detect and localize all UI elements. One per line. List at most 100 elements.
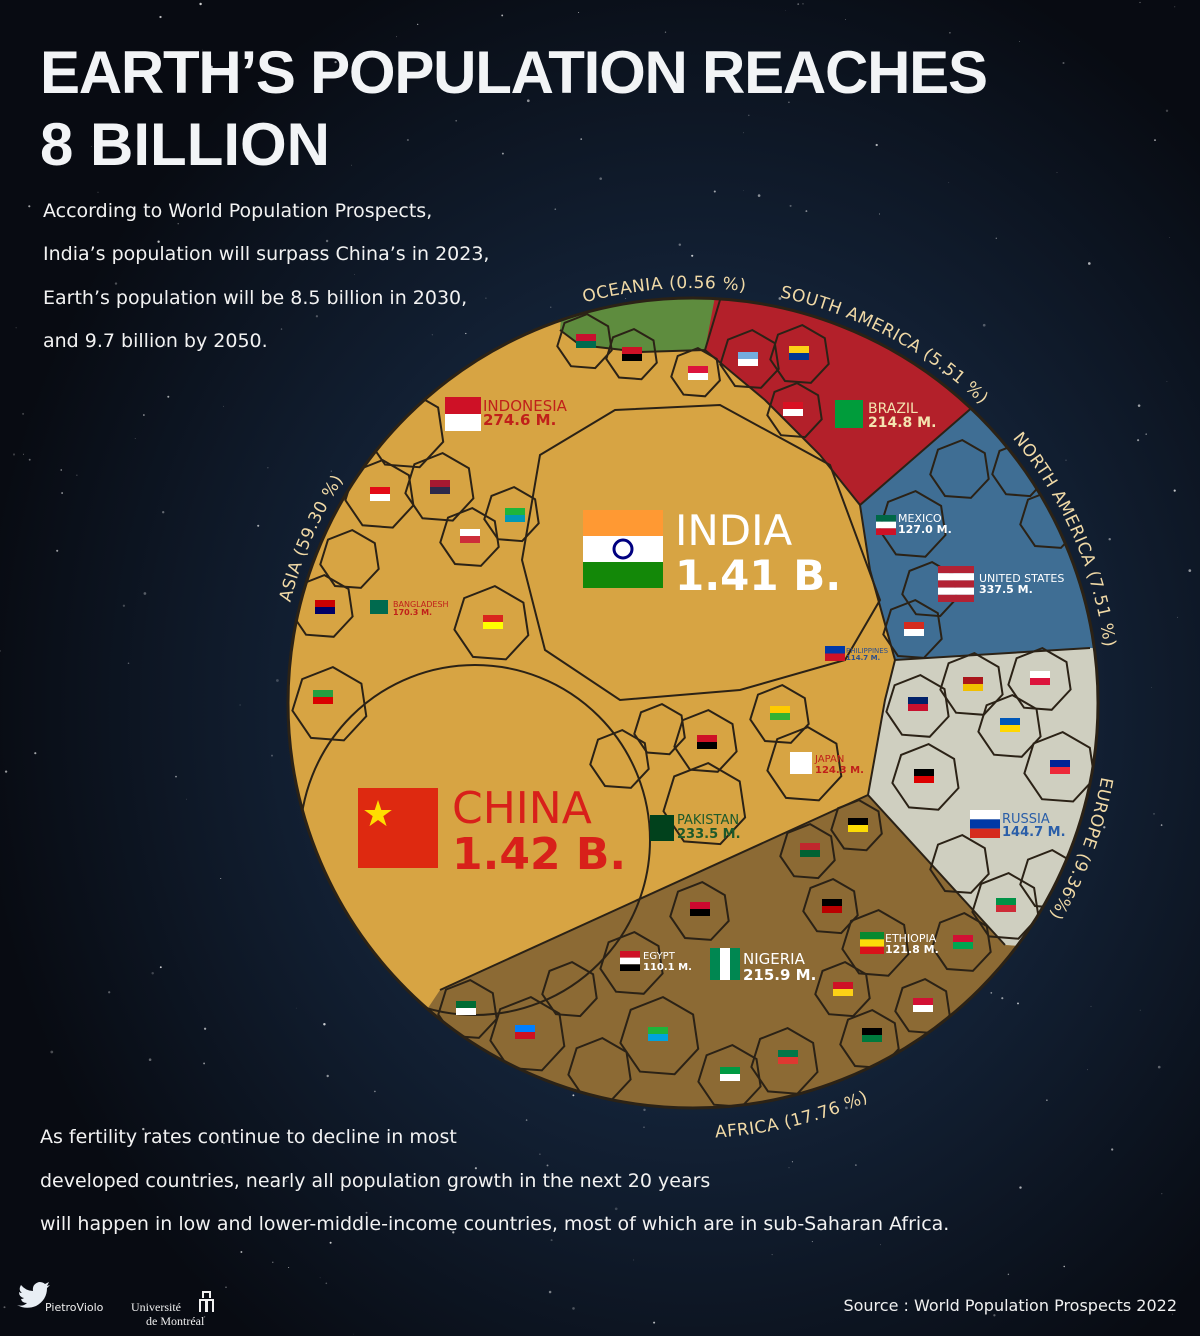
flag (1030, 671, 1050, 678)
star (554, 208, 557, 211)
star (374, 1090, 376, 1093)
country-name: PHILIPPINES (846, 647, 889, 655)
star (678, 243, 682, 246)
flag (789, 346, 809, 353)
flag (938, 580, 974, 588)
flag (860, 939, 884, 947)
star (993, 1314, 996, 1317)
star (159, 15, 162, 19)
star (365, 1211, 368, 1214)
star (526, 99, 530, 103)
star (1056, 172, 1058, 174)
country-name: BRAZIL (868, 401, 918, 417)
country-name: JAPAN (814, 754, 844, 765)
country-population: 1.42 B. (452, 829, 626, 880)
flag (825, 653, 845, 661)
flag (730, 948, 740, 980)
title-line: 8 BILLION (40, 111, 330, 178)
flag (783, 402, 803, 409)
cell (619, 995, 700, 1076)
star (1176, 616, 1178, 618)
star (326, 1074, 329, 1078)
star (223, 1142, 225, 1145)
star (210, 65, 213, 69)
flag (620, 951, 640, 958)
star (271, 754, 273, 757)
flag (970, 828, 1000, 838)
star (353, 1333, 354, 1335)
flag (996, 898, 1016, 905)
flag (904, 629, 924, 636)
star (1151, 686, 1152, 688)
flag (370, 494, 390, 501)
country-name: INDONESIA (483, 397, 568, 415)
star (1062, 61, 1065, 65)
flag (938, 566, 974, 574)
star (12, 453, 16, 456)
star (599, 177, 602, 180)
flag (315, 600, 335, 607)
country-name: CHINA (452, 783, 592, 834)
star (1139, 1009, 1141, 1011)
flag (460, 536, 480, 543)
star (142, 1127, 145, 1131)
star (455, 119, 458, 122)
flags: ★ (313, 334, 1070, 1081)
star (285, 1180, 288, 1183)
flag (483, 622, 503, 629)
cell (977, 693, 1042, 758)
flag (904, 622, 924, 629)
flag (515, 1032, 535, 1039)
flag (825, 646, 845, 654)
star (330, 470, 332, 472)
flag (688, 366, 708, 373)
cell (929, 438, 990, 499)
flag (996, 905, 1016, 912)
country-population: 124.3 M. (815, 765, 864, 776)
star (592, 68, 594, 71)
star (157, 240, 160, 243)
star (288, 1266, 290, 1269)
star (771, 1254, 773, 1256)
footer-line: developed countries, nearly all populati… (40, 1170, 710, 1192)
star (1153, 813, 1155, 815)
star (948, 182, 950, 184)
cell (830, 798, 883, 852)
flag (860, 932, 884, 940)
star (319, 1277, 321, 1279)
star (280, 328, 283, 330)
star (167, 395, 170, 398)
star (15, 327, 17, 329)
star (805, 210, 808, 213)
star (1103, 826, 1106, 829)
flag (938, 594, 974, 602)
cell (453, 584, 530, 661)
star (267, 467, 269, 469)
country-population: 170.3 M. (393, 608, 432, 617)
flag (913, 1005, 933, 1012)
twitter-icon (17, 1282, 50, 1308)
country-population: 121.8 M. (885, 943, 939, 956)
flag (710, 948, 720, 980)
star (92, 1176, 93, 1178)
flag (650, 815, 674, 841)
star (220, 877, 222, 880)
flag (612, 538, 634, 560)
country-population: 215.9 M. (743, 966, 816, 984)
flag (505, 515, 525, 522)
star (1111, 1148, 1114, 1151)
cells (289, 312, 1096, 1108)
star (1145, 433, 1147, 435)
star (23, 453, 24, 455)
flag (690, 909, 710, 916)
flag (697, 735, 717, 742)
credit: PietroViolo (45, 1301, 104, 1314)
star (855, 1164, 857, 1166)
star (240, 1251, 243, 1253)
flag (583, 562, 663, 588)
star (878, 213, 880, 215)
flag (800, 850, 820, 857)
star (84, 215, 85, 217)
star (743, 132, 744, 134)
star (791, 1161, 793, 1163)
